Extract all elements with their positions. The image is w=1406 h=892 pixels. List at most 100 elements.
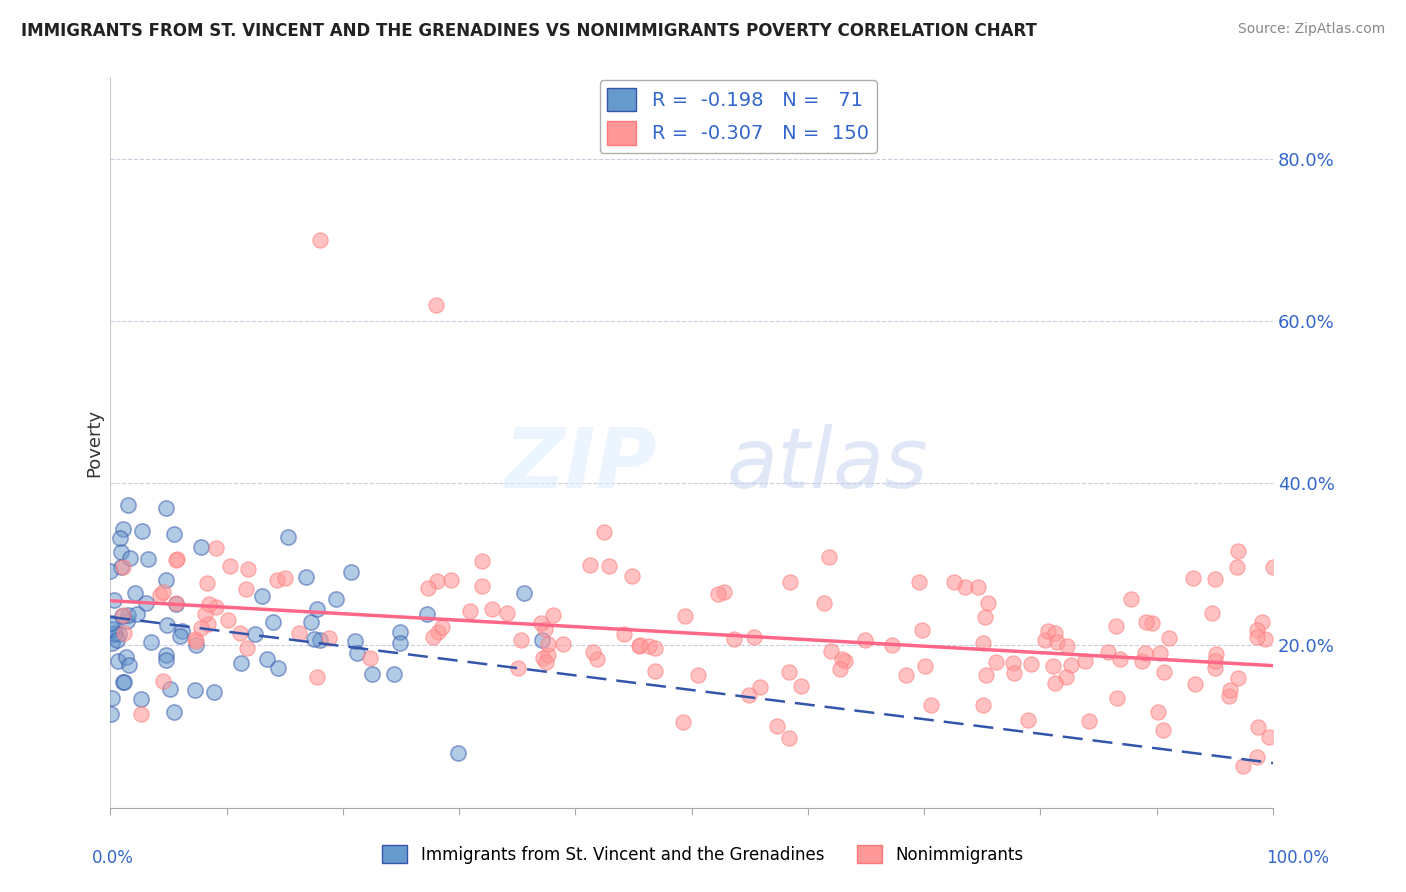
Point: [184, 634, 207, 648]
Point: [343, 634, 366, 648]
Point: [1056, 639, 1078, 653]
Point: [274, 571, 297, 585]
Point: [1002, 657, 1025, 671]
Point: [1045, 625, 1067, 640]
Point: [129, 706, 152, 721]
Point: [672, 714, 695, 729]
Point: [1227, 543, 1250, 558]
Point: [820, 643, 842, 657]
Point: [908, 574, 931, 589]
Point: [100, 616, 122, 631]
Point: [100, 691, 122, 706]
Point: [953, 580, 976, 594]
Point: [620, 568, 643, 582]
Point: [346, 646, 368, 660]
Point: [159, 682, 181, 697]
Point: [581, 645, 603, 659]
Point: [262, 615, 284, 629]
Point: [1152, 723, 1174, 737]
Point: [470, 578, 492, 592]
Point: [686, 668, 709, 682]
Point: [707, 586, 730, 600]
Point: [1159, 632, 1181, 646]
Point: [118, 657, 141, 672]
Text: ZIP: ZIP: [505, 424, 657, 505]
Point: [882, 638, 904, 652]
Point: [277, 530, 299, 544]
Point: [1135, 646, 1157, 660]
Point: [1078, 714, 1101, 728]
Point: [190, 541, 212, 555]
Point: [236, 640, 259, 655]
Point: [250, 589, 273, 603]
Point: [309, 633, 332, 648]
Point: [217, 613, 239, 627]
Point: [149, 588, 172, 602]
Point: [896, 667, 918, 681]
Point: [1135, 615, 1157, 629]
Point: [163, 705, 186, 719]
Point: [418, 581, 440, 595]
Point: [139, 635, 162, 649]
Point: [305, 670, 328, 684]
Point: [613, 627, 636, 641]
Point: [266, 573, 288, 587]
Point: [288, 626, 311, 640]
Point: [101, 622, 124, 636]
Point: [628, 638, 651, 652]
Point: [165, 597, 187, 611]
Point: [98, 564, 121, 578]
Point: [537, 648, 560, 662]
Point: [256, 652, 278, 666]
Point: [432, 620, 454, 634]
Point: [115, 649, 138, 664]
Point: [974, 610, 997, 624]
Point: [416, 607, 439, 621]
Point: [302, 632, 325, 646]
Point: [972, 698, 994, 712]
Point: [1042, 658, 1064, 673]
Point: [184, 682, 207, 697]
Point: [155, 648, 177, 662]
Point: [339, 565, 361, 579]
Point: [152, 585, 174, 599]
Text: 0.0%: 0.0%: [91, 849, 134, 867]
Point: [124, 586, 146, 600]
Point: [742, 630, 765, 644]
Point: [1201, 607, 1223, 621]
Point: [152, 674, 174, 689]
Point: [1261, 560, 1284, 574]
Point: [778, 665, 800, 680]
Point: [426, 574, 449, 588]
Point: [818, 550, 841, 565]
Point: [184, 638, 207, 652]
Point: [136, 552, 159, 566]
Point: [790, 679, 813, 693]
Point: [308, 233, 330, 247]
Point: [235, 582, 257, 596]
Point: [1002, 666, 1025, 681]
Point: [127, 607, 149, 622]
Point: [228, 626, 250, 640]
Point: [156, 618, 179, 632]
Point: [245, 627, 267, 641]
Point: [551, 637, 574, 651]
Point: [422, 630, 444, 644]
Point: [305, 602, 328, 616]
Point: [110, 560, 132, 574]
Text: Source: ZipAtlas.com: Source: ZipAtlas.com: [1237, 22, 1385, 37]
Point: [131, 524, 153, 539]
Point: [135, 596, 157, 610]
Point: [579, 558, 602, 572]
Point: [105, 633, 128, 648]
Point: [972, 635, 994, 649]
Point: [513, 586, 536, 600]
Point: [425, 297, 447, 311]
Point: [165, 552, 187, 566]
Point: [440, 573, 463, 587]
Point: [1218, 689, 1240, 703]
Point: [198, 597, 221, 611]
Point: [627, 639, 650, 653]
Point: [748, 680, 770, 694]
Point: [110, 545, 132, 559]
